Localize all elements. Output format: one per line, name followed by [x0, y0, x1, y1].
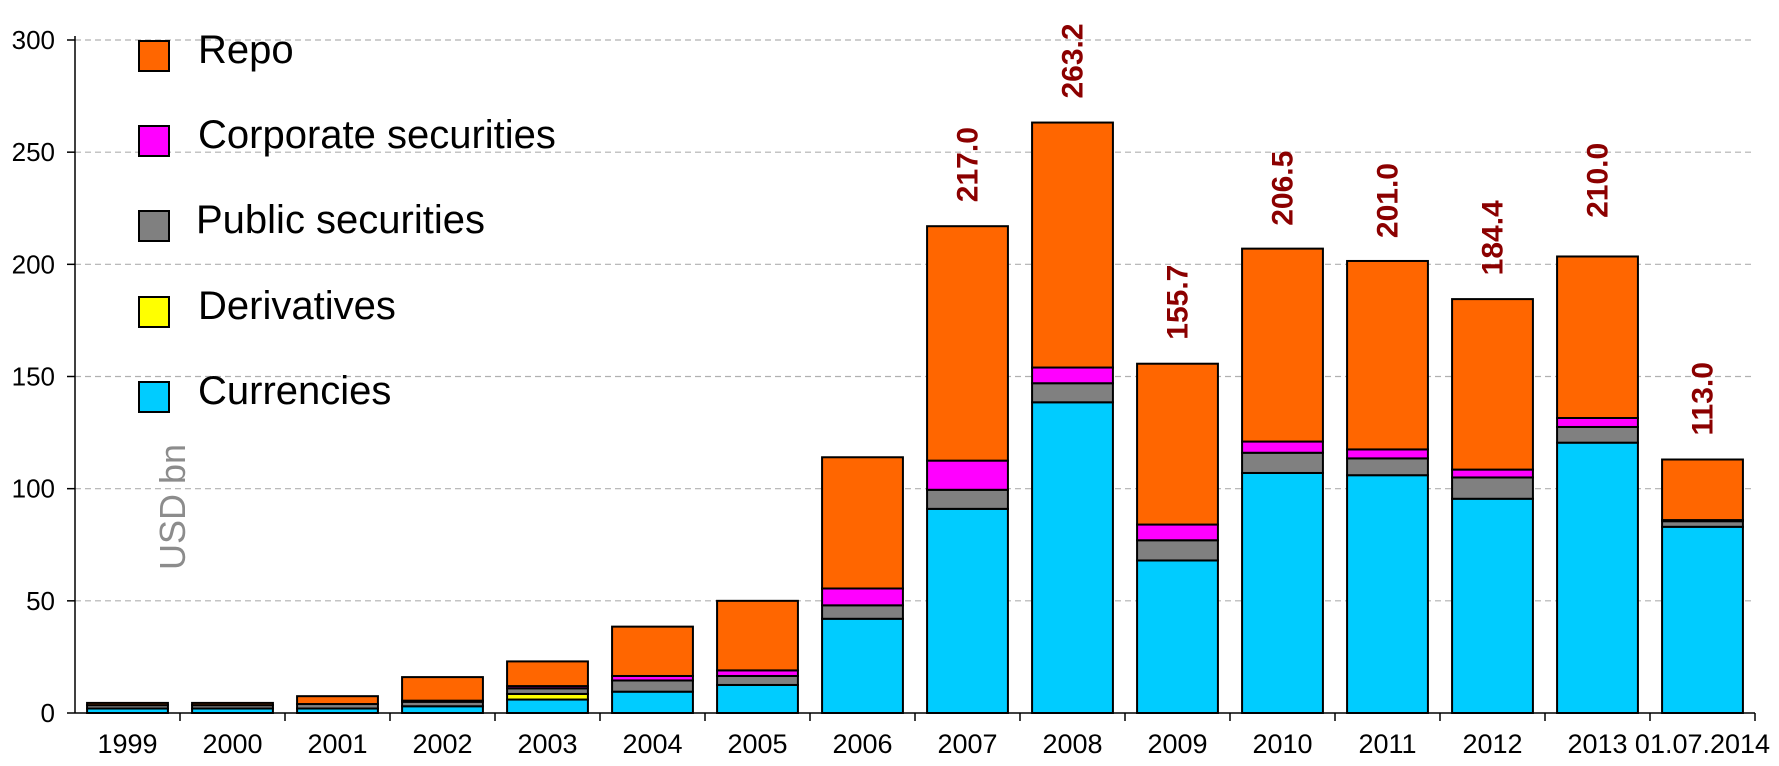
x-tick-label: 2011 [1358, 729, 1416, 759]
currencies-segment [506, 698, 589, 714]
corporate-securities-segment [1346, 448, 1429, 460]
legend-label-currencies: Currencies [198, 369, 392, 413]
corporate-securities-segment [821, 587, 904, 607]
y-tick-label: 100 [12, 474, 55, 504]
data-label: 210.0 [1582, 143, 1615, 218]
repo-segment [1031, 121, 1114, 369]
legend-swatch-corporate-securities [138, 125, 170, 157]
y-tick-label: 0 [41, 698, 55, 728]
public-securities-segment [611, 679, 694, 693]
currencies-segment [821, 617, 904, 715]
x-tick-label: 2008 [1042, 729, 1102, 759]
repo-segment [1451, 298, 1534, 471]
corporate-securities-segment [1241, 440, 1324, 454]
data-label: 201.0 [1372, 163, 1405, 238]
public-securities-segment [1241, 451, 1324, 474]
data-label: 155.7 [1162, 265, 1195, 340]
corporate-securities-segment [1031, 366, 1114, 385]
x-tick-label: 2012 [1462, 729, 1522, 759]
public-securities-segment [1451, 476, 1534, 500]
repo-segment [401, 676, 484, 702]
repo-segment [821, 456, 904, 590]
repo-segment [716, 599, 799, 672]
x-tick-label: 2013 [1567, 729, 1627, 759]
public-securities-segment [1136, 539, 1219, 562]
legend-swatch-currencies [138, 381, 170, 413]
x-tick-label: 2004 [622, 729, 682, 759]
currencies-segment [1031, 401, 1114, 714]
y-tick-label: 150 [12, 362, 55, 392]
public-securities-segment [1346, 457, 1429, 477]
y-tick-label: 300 [12, 25, 55, 55]
currencies-segment [716, 683, 799, 714]
corporate-securities-segment [1136, 523, 1219, 542]
legend-label-corporate-securities: Corporate securities [198, 113, 556, 157]
public-securities-segment [716, 674, 799, 686]
legend-swatch-derivatives [138, 296, 170, 328]
repo-segment [1346, 259, 1429, 451]
y-axis-label: USD bn [152, 443, 193, 570]
repo-segment [191, 701, 274, 707]
repo-segment [296, 695, 379, 706]
legend-swatch-public-securities [138, 210, 170, 242]
currencies-segment [611, 690, 694, 715]
repo-segment [1661, 458, 1744, 522]
corporate-securities-segment [926, 459, 1009, 491]
x-tick-label: 01.07.2014 [1635, 729, 1770, 759]
x-tick-label: 2006 [832, 729, 892, 759]
legend-label-derivatives: Derivatives [198, 284, 396, 328]
y-tick-label: 200 [12, 249, 55, 279]
data-label: 113.0 [1687, 362, 1720, 435]
x-tick-label: 1999 [97, 729, 157, 759]
y-tick-label: 250 [12, 137, 55, 167]
currencies-segment [1661, 525, 1744, 715]
repo-segment [1241, 247, 1324, 443]
y-tick-label: 50 [26, 586, 55, 616]
currencies-segment [1451, 497, 1534, 714]
x-tick-label: 2001 [307, 729, 367, 759]
public-securities-segment [926, 488, 1009, 510]
repo-segment [1556, 255, 1639, 420]
data-label: 217.0 [952, 127, 985, 202]
repo-segment [86, 701, 169, 707]
currencies-segment [401, 705, 484, 715]
corporate-securities-segment [1451, 468, 1534, 479]
repo-segment [1136, 362, 1219, 526]
data-label: 263.2 [1057, 23, 1090, 98]
data-label: 206.5 [1267, 151, 1300, 226]
x-tick-label: 2005 [727, 729, 787, 759]
x-tick-label: 2010 [1252, 729, 1312, 759]
public-securities-segment [1031, 382, 1114, 404]
x-tick-label: 2007 [937, 729, 997, 759]
data-label: 184.4 [1477, 200, 1510, 275]
repo-segment [926, 225, 1009, 462]
currencies-segment [1346, 474, 1429, 714]
legend-swatch-repo [138, 40, 170, 72]
legend-label-public-securities: Public securities [196, 198, 486, 242]
corporate-securities-segment [1556, 417, 1639, 428]
public-securities-segment [1556, 425, 1639, 444]
x-tick-label: 2000 [202, 729, 262, 759]
public-securities-segment [821, 604, 904, 620]
repo-segment [506, 660, 589, 688]
repo-segment [611, 625, 694, 677]
currencies-segment [1556, 441, 1639, 714]
currencies-segment [1136, 559, 1219, 714]
legend-label-repo: Repo [198, 28, 294, 72]
x-tick-label: 2002 [412, 729, 472, 759]
x-tick-label: 2003 [517, 729, 577, 759]
x-tick-label: 2009 [1147, 729, 1207, 759]
currencies-segment [1241, 471, 1324, 715]
currencies-segment [926, 507, 1009, 714]
